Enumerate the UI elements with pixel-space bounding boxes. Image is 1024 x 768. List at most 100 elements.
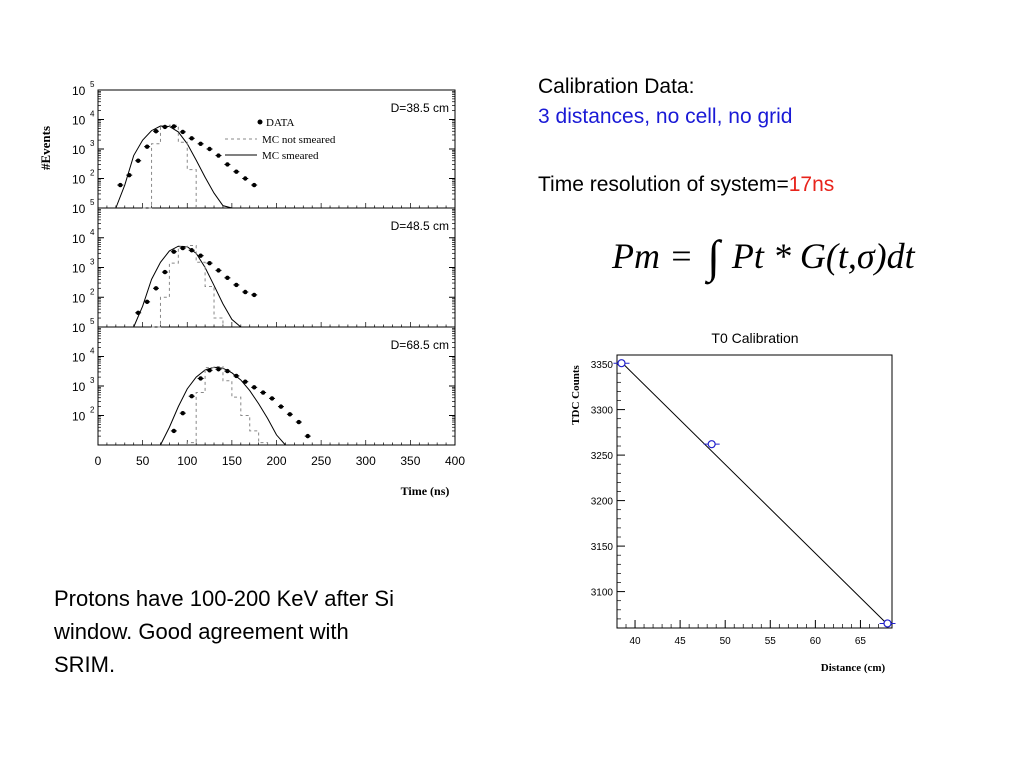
data-point	[171, 124, 177, 129]
y-tick-label: 10	[72, 143, 86, 157]
data-point	[243, 289, 248, 295]
y-tick-label: 10	[72, 380, 86, 394]
calibration-text: Calibration Data: 3 distances, no cell, …	[538, 72, 834, 200]
x-tick-label: 0	[95, 454, 102, 468]
t0-calibration-chart: T0 Calibration 3350 3300 3250 3200 3150 3100 4…	[570, 330, 896, 674]
data-point	[189, 248, 194, 253]
time-resolution-line: Time resolution of system=17ns	[538, 170, 834, 200]
time-resolution-value: 17ns	[788, 173, 835, 196]
data-point	[216, 367, 221, 372]
data-point	[207, 368, 212, 373]
y-tick-label: 10	[72, 232, 86, 246]
data-point	[162, 269, 168, 275]
panel-content: D=38.5 cm D=48.5 cm D=68.5 cm	[115, 101, 449, 446]
mc-not-smeared-histogram	[142, 124, 197, 209]
y-tick-exponent: 2	[90, 287, 95, 296]
data-point	[135, 158, 141, 163]
y-tick-label: 10	[72, 173, 86, 187]
data-point	[305, 433, 310, 439]
legend: DATA MC not smeared MC smeared	[225, 117, 336, 162]
data-point	[162, 124, 168, 130]
calibration-subtitle: 3 distances, no cell, no grid	[538, 105, 793, 128]
x-axis-label: Time (ns)	[401, 484, 450, 498]
y-tick-label: 10	[72, 291, 86, 305]
y-tick-label: 3100	[591, 588, 614, 599]
y-tick-label: 10	[72, 262, 86, 276]
data-point	[180, 129, 185, 135]
formula-lhs: Pm =	[612, 236, 694, 276]
y-tick-exponent: 3	[90, 376, 95, 385]
protons-note: Protons have 100-200 KeV after Si window…	[54, 586, 394, 677]
data-point	[153, 129, 159, 134]
panel-distance-label: D=48.5 cm	[391, 219, 449, 233]
y-tick-label: 10	[72, 202, 86, 216]
y-tick-exponent: 4	[90, 347, 95, 356]
y-tick-exponent: 2	[90, 169, 95, 178]
x-tick-label: 150	[222, 454, 242, 468]
t0-x-axis-label: Distance (cm)	[821, 662, 886, 674]
x-tick-label: 45	[675, 636, 687, 647]
legend-entry-mc-not-smeared: MC not smeared	[262, 134, 336, 146]
data-point	[216, 153, 221, 158]
data-point	[225, 162, 230, 167]
x-tick-label: 300	[356, 454, 376, 468]
data-point	[287, 412, 293, 417]
y-tick-exponent: 5	[90, 198, 95, 207]
x-tick-label: 350	[400, 454, 420, 468]
integral-sign: ∫	[707, 231, 720, 282]
x-tick-label: 200	[266, 454, 286, 468]
y-tick-exponent: 4	[90, 228, 95, 237]
data-point	[153, 286, 159, 291]
legend-entry-data: DATA	[266, 117, 295, 129]
y-tick-label: 3150	[591, 542, 614, 553]
panel-distance-label: D=38.5 cm	[391, 101, 449, 115]
data-point	[198, 376, 203, 381]
t0-chart-title: T0 Calibration	[711, 330, 798, 346]
data-point	[189, 136, 194, 141]
x-tick-label: 400	[445, 454, 465, 468]
legend-data-marker	[257, 119, 263, 125]
calibration-point	[617, 359, 626, 368]
x-tick-label: 55	[765, 636, 777, 647]
x-tick-label: 100	[177, 454, 197, 468]
data-point	[180, 245, 185, 251]
y-axis-label: #Events	[38, 126, 53, 170]
y-tick-label: 3250	[591, 451, 614, 462]
data-point	[144, 144, 150, 149]
data-point	[225, 275, 230, 281]
x-tick-label: 40	[629, 636, 641, 647]
x-tick-label: 50	[136, 454, 150, 468]
y-tick-labels: 10 5 10 4 10 3 10 2 10 5 10 4 10 3 10 2 10 5 10 4 10 3 10 2	[72, 80, 95, 424]
convolution-formula: Pm = ∫ Pt * G(t,σ)dt	[612, 226, 915, 282]
data-point	[251, 182, 257, 188]
data-point	[118, 182, 123, 188]
data-point	[171, 428, 177, 434]
x-tick-label: 250	[311, 454, 331, 468]
mc-smeared-curve	[133, 245, 242, 328]
data-point	[234, 373, 239, 379]
y-tick-label: 10	[72, 410, 86, 424]
data-point	[207, 260, 212, 266]
panel-distance-label: D=68.5 cm	[391, 338, 449, 352]
calibration-title: Calibration Data:	[538, 75, 695, 98]
y-tick-exponent: 2	[90, 406, 95, 415]
x-tick-label: 50	[720, 636, 732, 647]
y-tick-exponent: 5	[90, 80, 95, 89]
x-tick-label: 65	[855, 636, 867, 647]
legend-entry-mc-smeared: MC smeared	[262, 150, 319, 162]
t0-y-axis-label: TDC Counts	[570, 364, 582, 424]
x-tick-labels: 0 50 100 150 200 250 300 350 400	[95, 454, 466, 468]
y-tick-label: 3350	[591, 360, 614, 371]
calibration-point	[707, 440, 716, 449]
data-point	[243, 176, 248, 181]
fit-line	[621, 361, 888, 625]
data-point	[207, 146, 212, 152]
data-point	[171, 249, 177, 254]
data-point	[127, 172, 132, 178]
mc-not-smeared-histogram	[151, 244, 224, 328]
calibration-point	[883, 619, 892, 628]
data-point	[234, 169, 239, 174]
data-point	[234, 282, 239, 288]
y-tick-label: 3200	[591, 497, 614, 508]
